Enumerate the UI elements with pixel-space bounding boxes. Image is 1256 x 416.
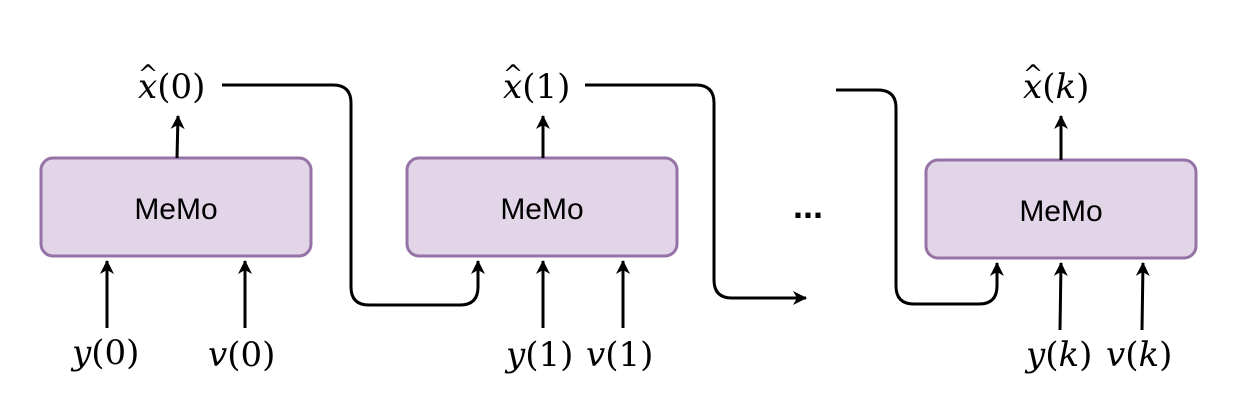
input-label-1-y-var: y: [504, 335, 526, 375]
input-label-1-y-arg: 1: [538, 335, 560, 375]
output-label-0-open-paren: (: [157, 67, 170, 107]
input-label-k-v-arg: k: [1138, 335, 1159, 375]
input-label-k-v: v(k): [1106, 335, 1172, 375]
input-label-1-y-close-paren: ): [560, 335, 573, 375]
output-label-1-close-paren: ): [557, 67, 570, 107]
input-label-0-y-close-paren: ): [126, 333, 139, 373]
input-label-k-v-open-paren: (: [1125, 335, 1138, 375]
memo-block-0: MeMo: [39, 156, 313, 258]
input-label-0-y-var: y: [70, 333, 92, 373]
input-label-0-v-close-paren: ): [262, 335, 275, 375]
input-label-1-v-arg: 1: [618, 335, 640, 375]
memo-block-k: MeMo: [924, 158, 1198, 260]
output-label-k-arg: k: [1055, 67, 1076, 107]
input-label-0-y-open-paren: (: [91, 333, 104, 373]
input-label-0-v-arg: 0: [240, 335, 262, 375]
memo-block-0-box: [39, 156, 313, 258]
output-label-1-arg: 1: [535, 67, 557, 107]
input-label-k-y-arg: k: [1058, 335, 1079, 375]
input-label-0-y-arg: 0: [104, 333, 126, 373]
output-label-k-close-paren: ): [1076, 67, 1089, 107]
input-label-1-v-var: v: [586, 335, 605, 375]
output-label-1-var: x: [503, 67, 522, 107]
output-label-0-var: x: [138, 67, 157, 107]
input-label-1-v-open-paren: (: [605, 335, 618, 375]
output-label-0-close-paren: ): [192, 67, 205, 107]
output-label-k-hat: ^: [1023, 60, 1043, 88]
input-arrow-k-y: [1053, 262, 1068, 331]
output-label-0: x(0): [138, 67, 205, 107]
memo-block-1: MeMo: [405, 156, 679, 258]
input-label-0-v-open-paren: (: [227, 335, 240, 375]
input-label-k-v-close-paren: ): [1159, 335, 1172, 375]
output-label-0-hat: ^: [138, 60, 158, 88]
input-label-0-v-var: v: [208, 335, 227, 375]
input-label-k-y: y(k): [1024, 335, 1092, 375]
memo-block-0-label: MeMo: [134, 193, 217, 226]
input-label-1-v: v(1): [586, 335, 653, 375]
output-label-1-hat: ^: [503, 60, 523, 88]
input-label-1-y-open-paren: (: [525, 335, 538, 375]
input-label-k-y-var: y: [1024, 335, 1046, 375]
state-connector-1-to-next: [585, 83, 807, 305]
output-label-k: x(k): [1023, 67, 1089, 107]
input-label-k-v-var: v: [1106, 335, 1125, 375]
input-label-k-y-open-paren: (: [1045, 335, 1058, 375]
state-connector-prev-to-k: [836, 88, 1004, 306]
input-label-1-y: y(1): [504, 335, 573, 375]
output-label-k-var: x: [1023, 67, 1042, 107]
output-arrow-0: [170, 115, 185, 159]
output-label-0-arg: 0: [170, 67, 192, 107]
ellipsis: ...: [793, 185, 823, 226]
output-label-1: x(1): [503, 67, 570, 107]
input-label-k-y-close-paren: ): [1079, 335, 1092, 375]
input-arrow-k-v: [1135, 262, 1150, 331]
memo-block-1-label: MeMo: [500, 193, 583, 226]
output-label-k-open-paren: (: [1042, 67, 1055, 107]
state-connector-0-to-1: [222, 83, 485, 307]
output-label-1-open-paren: (: [522, 67, 535, 107]
input-label-0-v: v(0): [208, 335, 275, 375]
input-label-1-v-close-paren: ): [640, 335, 653, 375]
memo-block-k-label: MeMo: [1019, 195, 1102, 228]
input-label-0-y: y(0): [70, 333, 139, 373]
